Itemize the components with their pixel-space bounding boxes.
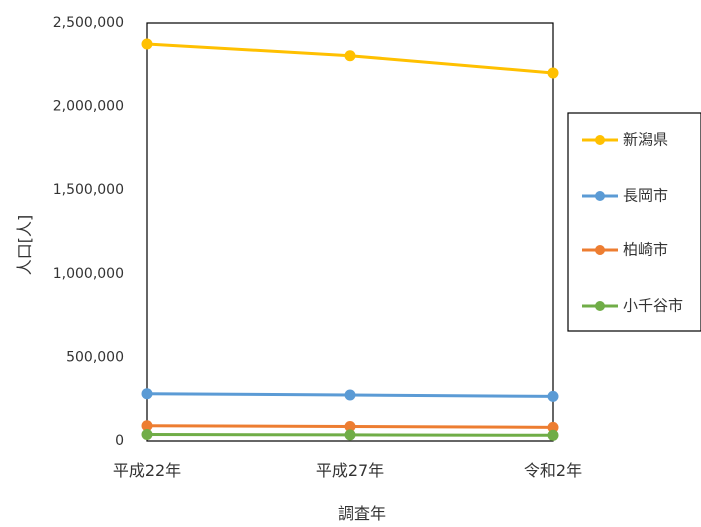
x-tick-label: 平成27年 — [316, 461, 384, 480]
legend-label: 長岡市 — [623, 187, 668, 205]
y-tick-label: 2,000,000 — [53, 99, 124, 115]
x-axis-ticks: 平成22年 平成27年 令和2年 — [113, 461, 582, 480]
series-layer — [141, 38, 559, 441]
legend-box — [567, 112, 701, 332]
y-axis-title: 人口[人] — [15, 215, 34, 276]
legend-swatch-marker — [595, 245, 605, 255]
data-point — [344, 420, 356, 432]
x-axis-title: 調査年 — [338, 504, 386, 523]
data-point — [344, 50, 356, 62]
y-tick-label: 1,000,000 — [53, 266, 124, 282]
data-point — [141, 429, 153, 441]
data-point — [547, 429, 559, 441]
data-point — [547, 421, 559, 433]
y-axis-ticks: 0 500,000 1,000,000 1,500,000 2,000,000 … — [53, 15, 124, 449]
data-point — [141, 420, 153, 432]
legend-label: 新潟県 — [623, 131, 668, 149]
y-tick-label: 500,000 — [66, 349, 124, 365]
y-tick-label: 2,500,000 — [53, 15, 124, 31]
legend-swatch-marker — [595, 301, 605, 311]
data-point — [141, 38, 153, 50]
data-point — [141, 388, 153, 400]
data-point — [344, 429, 356, 441]
data-point — [547, 67, 559, 79]
y-tick-label: 0 — [115, 433, 124, 449]
data-point — [344, 389, 356, 401]
legend-label: 小千谷市 — [623, 297, 683, 315]
legend-swatch-marker — [595, 135, 605, 145]
x-tick-label: 平成22年 — [113, 461, 181, 480]
plot-area-frame — [146, 22, 554, 442]
data-point — [547, 390, 559, 402]
legend-swatch-marker — [595, 191, 605, 201]
y-tick-label: 1,500,000 — [53, 182, 124, 198]
legend-label: 柏崎市 — [623, 241, 668, 259]
x-tick-label: 令和2年 — [524, 461, 582, 480]
